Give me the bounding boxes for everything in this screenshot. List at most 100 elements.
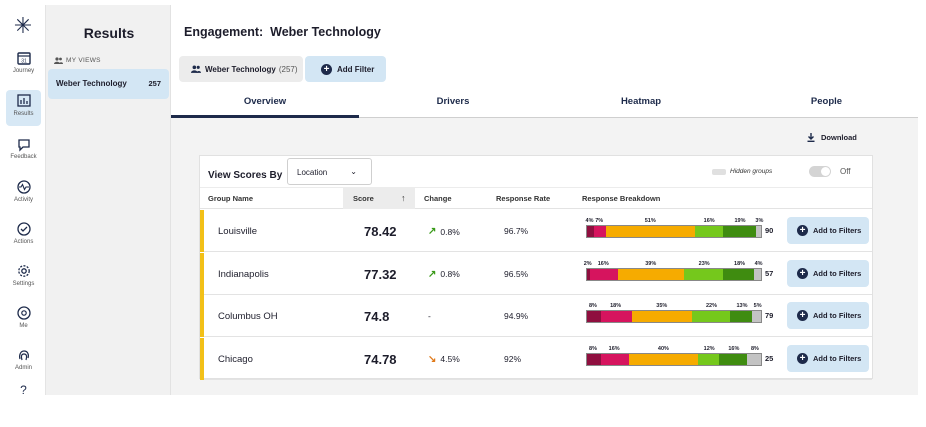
nav-label: Admin	[14, 365, 32, 371]
group-by-select[interactable]: Location ⌄	[287, 158, 372, 185]
nav-item-me[interactable]: Me	[6, 302, 41, 338]
table-row[interactable]: Chicago 74.78 ↘ 4.5% 92% 8% 16% 40% 12% 16% 8…	[200, 337, 872, 380]
table-row[interactable]: Columbus OH 74.8 - 94.9% 8% 18% 35% 22% 13% 5…	[200, 295, 872, 337]
hidden-groups-toggle[interactable]	[809, 166, 831, 177]
column-group-name[interactable]: Group Name	[208, 194, 254, 203]
response-rate: 96.7%	[504, 226, 529, 236]
add-to-filters-label: Add to Filters	[813, 353, 862, 363]
add-to-filters-label: Add to Filters	[813, 311, 862, 320]
breakdown-labels: 8% 18% 35% 22% 13% 5%	[586, 303, 762, 311]
group-chip-name: Weber Technology	[205, 64, 276, 74]
download-icon	[807, 133, 815, 142]
breakdown-segment	[593, 226, 607, 237]
change-value: ↘ 4.5%	[428, 354, 460, 365]
column-change[interactable]: Change	[424, 194, 452, 203]
row-highlight-bar	[200, 295, 204, 337]
breakdown-label: 22%	[705, 303, 717, 309]
add-to-filters-button[interactable]: + Add to Filters	[787, 302, 869, 329]
group-chip[interactable]: Weber Technology (257)	[179, 56, 303, 82]
results-title: Results	[83, 25, 135, 41]
breakdown-label: 8%	[750, 345, 759, 352]
plus-icon: +	[797, 225, 808, 236]
nav-item-actions[interactable]: Actions	[6, 218, 41, 254]
hidden-groups: Hidden groups	[712, 168, 772, 175]
breakdown-segment	[694, 226, 723, 237]
column-score[interactable]: Score	[353, 194, 374, 203]
nav-item-settings[interactable]: Settings	[6, 260, 41, 296]
nav-item-journey[interactable]: 31 Journey	[6, 47, 41, 83]
nav-label: Settings	[12, 281, 35, 287]
trend-up-icon: ↗	[428, 226, 437, 237]
view-item-weber-technology[interactable]: Weber Technology 257	[48, 69, 169, 99]
plus-icon: +	[321, 63, 332, 75]
trend-down-icon: ↘	[428, 353, 437, 365]
breakdown-label: 3%	[755, 218, 764, 224]
column-response-rate[interactable]: Response Rate	[496, 194, 551, 203]
breakdown-segment	[617, 268, 685, 280]
nav-label: Results	[13, 111, 34, 117]
tab-people[interactable]: People	[810, 96, 843, 107]
breakdown-bar	[586, 267, 762, 281]
response-breakdown: 8% 18% 35% 22% 13% 5% 79	[586, 303, 776, 331]
breakdown-segment	[684, 268, 724, 280]
change-text: 0.8%	[440, 226, 460, 237]
breakdown-bar	[586, 352, 762, 366]
nav-label: Me	[19, 323, 28, 329]
group-name: Chicago	[218, 353, 253, 365]
breakdown-labels: 8% 16% 40% 12% 16% 8%	[586, 346, 762, 354]
nav-item-activity[interactable]: Activity	[6, 176, 41, 212]
calendar-icon: 31	[16, 52, 31, 65]
help-icon[interactable]: ?	[20, 383, 27, 397]
breakdown-label: 51%	[644, 218, 656, 224]
view-count: 257	[148, 79, 161, 88]
my-views-header: MY VIEWS	[54, 57, 101, 64]
change-value: ↗ 0.8%	[428, 226, 460, 237]
at-icon	[16, 306, 31, 320]
breakdown-label: 16%	[703, 218, 715, 224]
change-text: -	[428, 311, 431, 321]
tab-overview[interactable]: Overview	[171, 89, 359, 118]
breakdown-segment	[587, 268, 591, 280]
people-icon	[191, 65, 201, 73]
tab-heatmap[interactable]: Heatmap	[620, 96, 662, 107]
breakdown-bar	[586, 310, 762, 323]
breakdown-label: 39%	[645, 260, 657, 267]
add-to-filters-button[interactable]: + Add to Filters	[787, 344, 869, 372]
add-to-filters-button[interactable]: + Add to Filters	[787, 259, 869, 287]
breakdown-label: 13%	[736, 303, 748, 309]
nav-item-admin[interactable]: Admin	[6, 344, 41, 380]
breakdown-segment	[755, 226, 761, 237]
sort-up-icon[interactable]: ↑	[401, 193, 406, 203]
nav-label: Actions	[13, 239, 34, 245]
plus-icon: +	[797, 352, 808, 364]
download-button[interactable]: Download	[807, 133, 857, 142]
group-name: Louisville	[218, 226, 258, 237]
add-to-filters-label: Add to Filters	[813, 268, 862, 278]
nav-label: Activity	[13, 197, 33, 203]
tab-drivers[interactable]: Drivers	[436, 96, 470, 107]
view-name: Weber Technology	[56, 79, 127, 88]
breakdown-labels: 2% 16% 39% 23% 18% 4%	[584, 260, 763, 269]
breakdown-segment	[723, 268, 755, 280]
table-row[interactable]: Louisville 78.42 ↗ 0.8% 96.7% 4% 7% 51% 16%…	[200, 210, 872, 252]
title-name: Weber Technology	[270, 25, 381, 39]
gear-icon	[17, 265, 30, 277]
nav-item-results[interactable]: Results	[6, 90, 41, 126]
breakdown-label: 18%	[734, 260, 746, 267]
chevron-down-icon: ⌄	[350, 167, 357, 176]
add-filter-button[interactable]: + Add Filter	[305, 56, 386, 82]
nav-item-feedback[interactable]: Feedback	[6, 133, 41, 169]
group-name: Indianapolis	[218, 268, 269, 280]
fingerprint-icon	[18, 350, 29, 361]
svg-text:31: 31	[21, 59, 27, 65]
title-prefix: Engagement:	[184, 25, 264, 39]
main-panel: Engagement: Weber Technology Weber Techn…	[171, 5, 918, 395]
breakdown-label: 5%	[753, 303, 762, 309]
tab-bar: Overview Drivers Heatmap People	[171, 89, 918, 118]
table-row[interactable]: Indianapolis 77.32 ↗ 0.8% 96.5% 2% 16% 39%…	[200, 252, 872, 295]
logo-icon[interactable]: ✳	[13, 13, 33, 38]
breakdown-label: 12%	[703, 345, 715, 352]
breakdown-label: 16%	[597, 260, 609, 267]
group-by-value: Location	[297, 168, 328, 177]
add-to-filters-button[interactable]: + Add to Filters	[787, 217, 869, 244]
